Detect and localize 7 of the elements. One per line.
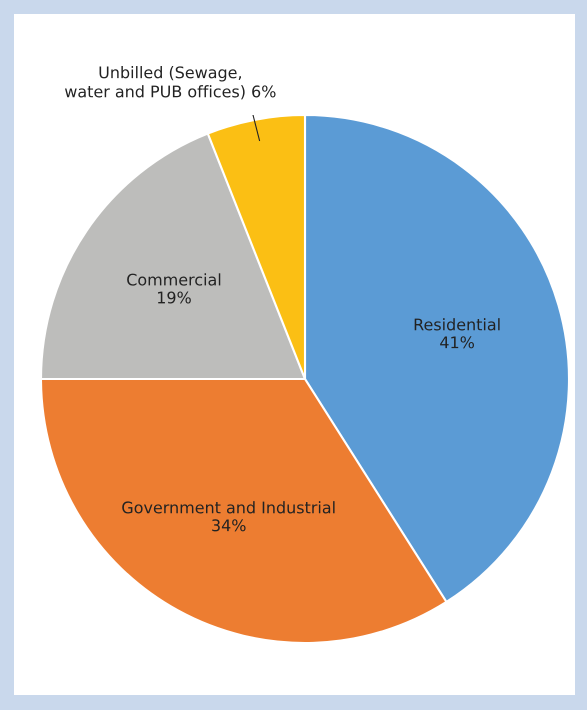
slice-label: Government and Industrial [122, 501, 335, 514]
slice-label: Unbilled (Sewage, water and PUB offices) 6% [64, 66, 276, 100]
slice-label: Residential [414, 318, 500, 330]
data-label: 34% [212, 519, 246, 532]
data-label: 41% [440, 336, 474, 348]
slice-label: Commercial [127, 273, 220, 286]
data-label: 19% [158, 291, 191, 304]
